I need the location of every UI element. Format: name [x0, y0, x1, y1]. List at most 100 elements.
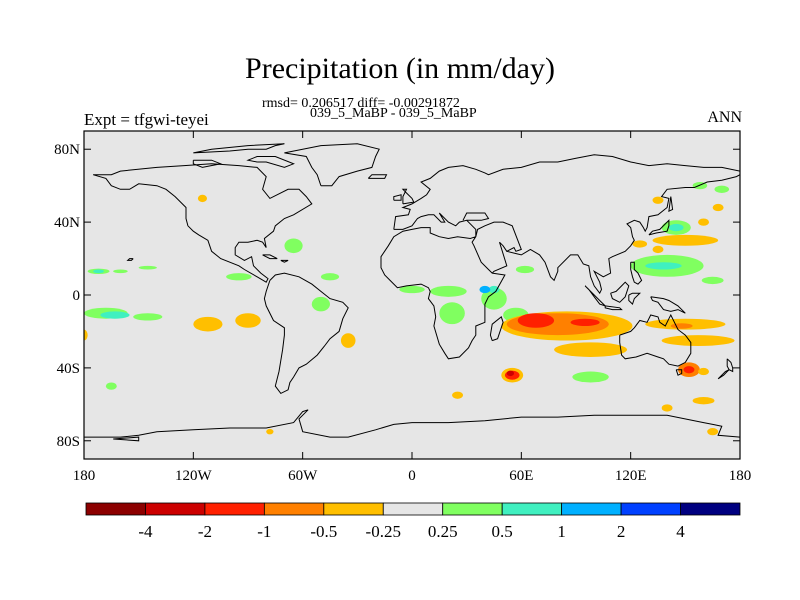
anomaly-patch — [340, 333, 356, 348]
anomaly-patch — [670, 323, 693, 329]
coastline — [126, 258, 134, 261]
anomaly-patch — [197, 194, 207, 203]
chart-subtitle: 039_5_MaBP - 039_5_MaBP — [310, 106, 477, 121]
anomaly-patch — [517, 313, 555, 328]
anomaly-layer — [84, 182, 735, 436]
coastline — [367, 174, 388, 179]
coastline — [630, 261, 643, 285]
anomaly-patch — [320, 273, 340, 281]
x-tick-label: 120W — [175, 468, 213, 484]
y-tick-label: 40N — [54, 215, 80, 231]
colorbar-label: -2 — [198, 522, 212, 541]
anomaly-patch — [399, 285, 425, 294]
anomaly-patch — [235, 313, 261, 328]
anomaly-patch — [661, 335, 735, 347]
coastline — [628, 292, 642, 306]
coastline — [263, 272, 349, 395]
coastline — [280, 259, 289, 263]
y-tick-label: 80S — [57, 434, 80, 450]
x-tick-label: 120E — [615, 468, 647, 484]
x-tick-label: 60W — [288, 468, 318, 484]
colorbar-swatch — [442, 502, 503, 516]
anomaly-patch — [479, 285, 491, 294]
anomaly-patch — [652, 234, 719, 246]
coastline — [401, 188, 415, 205]
anomaly-patch — [712, 203, 724, 212]
colorbar-swatch — [561, 502, 622, 516]
anomaly-patch — [481, 287, 507, 310]
coastline — [113, 436, 140, 442]
anomaly-patch — [506, 370, 515, 377]
anomaly-patch — [266, 428, 274, 435]
anomaly-patch — [133, 313, 163, 321]
anomaly-patch — [554, 342, 628, 357]
anomaly-patch — [430, 285, 467, 297]
colorbar-label: 0.25 — [428, 522, 458, 541]
coastline — [610, 281, 630, 303]
coastline — [192, 159, 223, 168]
coastline — [584, 285, 606, 307]
colorbar-swatch — [620, 502, 681, 516]
anomaly-patch — [668, 223, 684, 232]
anomaly-patch — [113, 269, 128, 274]
coastline — [506, 174, 740, 295]
chart-title: Precipitation (in mm/day) — [245, 52, 555, 85]
anomaly-patch — [645, 262, 682, 270]
anomaly-patch — [93, 269, 105, 274]
anomaly-patch — [707, 428, 719, 436]
colorbar-swatch — [85, 502, 146, 516]
coastline — [604, 305, 623, 311]
colorbar-swatch — [501, 502, 563, 516]
colorbar-swatch — [145, 502, 206, 516]
x-tick-label: 60E — [509, 468, 533, 484]
anomaly-patch — [714, 185, 730, 193]
anomaly-patch — [698, 367, 710, 376]
anomaly-patch — [105, 382, 117, 390]
coastline — [284, 143, 380, 187]
anomaly-patch — [439, 302, 465, 325]
colorbar-label: 1 — [557, 522, 566, 541]
colorbar-swatch — [323, 502, 384, 516]
y-tick-label: 40S — [57, 361, 80, 377]
anomaly-patch — [701, 276, 724, 285]
coastline — [675, 369, 683, 376]
anomaly-patch — [652, 196, 664, 204]
anomaly-patch — [570, 318, 600, 326]
coastline — [726, 358, 734, 373]
colorbar-label: 2 — [617, 522, 626, 541]
anomaly-patch — [488, 285, 500, 294]
anomaly-patch — [452, 391, 464, 399]
anomaly-patch — [311, 296, 330, 312]
colorbar-label: -4 — [138, 522, 153, 541]
coastline — [262, 254, 278, 260]
anomaly-patch — [284, 238, 303, 254]
colorbar-swatch — [382, 502, 444, 516]
colorbar-label: -1 — [257, 522, 271, 541]
rmsd-diff-stats: rmsd= 0.206517 diff= -0.00291872 — [262, 96, 460, 111]
anomaly-patch — [652, 245, 664, 254]
x-tick-label: 180 — [729, 468, 752, 484]
anomaly-patch — [226, 273, 252, 281]
colorbar-swatch — [204, 502, 265, 516]
anomaly-patch — [661, 404, 673, 412]
colorbar-swatch — [680, 502, 741, 516]
anomaly-patch — [572, 371, 609, 383]
colorbar-label: 4 — [676, 522, 685, 541]
anomaly-patch — [100, 311, 130, 319]
coastline — [650, 296, 686, 314]
coastline — [393, 154, 740, 230]
coastline — [489, 316, 504, 342]
coastline — [717, 369, 730, 380]
anomaly-patch — [515, 265, 535, 274]
season-label: ANN — [707, 109, 742, 126]
map-background — [84, 131, 740, 459]
coastline — [84, 409, 740, 438]
coastline — [619, 313, 692, 367]
anomaly-patch — [138, 265, 157, 270]
x-tick-label: 180 — [73, 468, 96, 484]
anomaly-patch — [632, 240, 648, 248]
axes: 180 120W 60W 0 60E 120E 180 80N 40N 0 40S 80S — [54, 131, 751, 484]
anomaly-patch — [698, 218, 710, 226]
colorbar-label: 0.5 — [492, 522, 513, 541]
coastline — [648, 219, 670, 236]
